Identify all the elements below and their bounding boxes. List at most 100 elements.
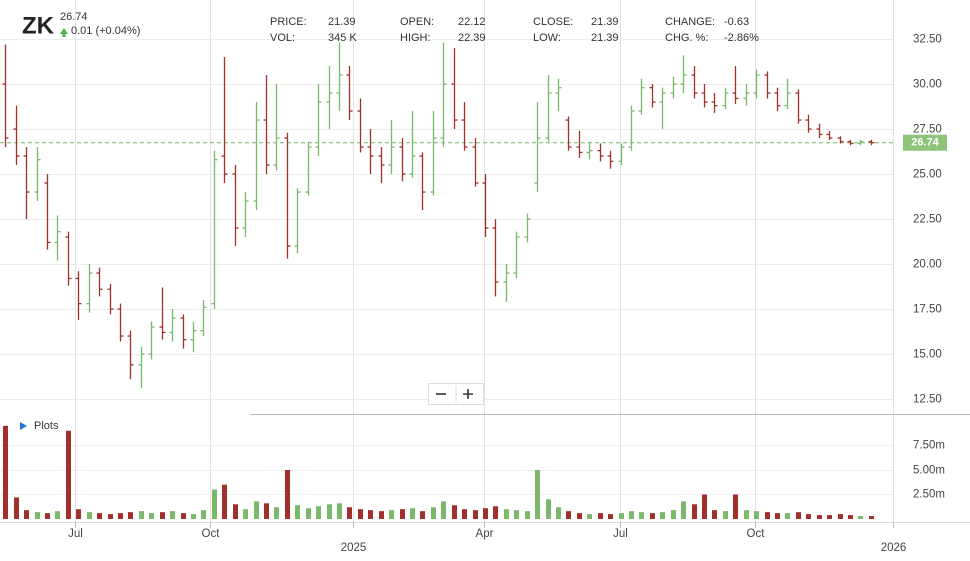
stats: PRICE: 21.39 OPEN: 22.12 CLOSE: 21.39 CHANGE: -… — [270, 16, 759, 44]
volume-bar — [76, 509, 81, 519]
zoom-in[interactable] — [463, 389, 473, 399]
volume-bar — [118, 513, 123, 519]
volume-bar — [723, 511, 728, 519]
volume-bar — [869, 516, 874, 519]
y-tick-label: 30.00 — [913, 79, 942, 91]
x-tick-label: Oct — [747, 528, 766, 540]
volume-tick-label: 2.50m — [913, 489, 945, 501]
volume-bar — [817, 515, 822, 519]
volume-bar — [316, 506, 321, 519]
volume-bar — [838, 514, 843, 519]
y-tick-label: 25.00 — [913, 169, 942, 181]
volume-bar — [754, 511, 759, 519]
volume-bar — [827, 515, 832, 519]
volume-bar — [212, 489, 217, 519]
stat-label: CLOSE: — [533, 16, 573, 28]
volume-bar — [233, 504, 238, 519]
header-change: 0.01 (+0.04%) — [71, 25, 140, 37]
volume-bar — [337, 503, 342, 519]
zoom-controls — [428, 383, 484, 405]
y-tick-label: 15.00 — [913, 349, 942, 361]
volume-bar — [619, 513, 624, 519]
volume-bar — [128, 512, 133, 519]
volume-bar — [577, 513, 582, 519]
volume-bar — [87, 512, 92, 519]
stat-label: CHANGE: — [665, 16, 715, 28]
volume-bar — [243, 509, 248, 519]
volume-bar — [796, 512, 801, 519]
volume-bar — [452, 505, 457, 519]
stat-label: CHG. %: — [665, 32, 708, 44]
stat-label: OPEN: — [400, 16, 434, 28]
stat-value: 21.39 — [591, 16, 619, 28]
volume-bar — [55, 511, 60, 519]
volume-bar — [160, 512, 165, 519]
volume-bar — [431, 507, 436, 519]
up-arrow — [60, 28, 68, 37]
volume-bar — [441, 501, 446, 519]
volume-bar — [389, 510, 394, 519]
volume-bar — [327, 504, 332, 519]
volume-bar — [139, 511, 144, 519]
stat-value: 21.39 — [591, 32, 619, 44]
volume-bar — [35, 512, 40, 519]
x-tick-label: Oct — [202, 528, 221, 540]
volume-bar — [410, 508, 415, 519]
volume-bar — [379, 511, 384, 519]
volume-bar — [692, 504, 697, 519]
header-price: 26.74 — [60, 11, 88, 23]
y-tick-label: 20.00 — [913, 259, 942, 271]
volume-bar — [254, 501, 259, 519]
volume-bar — [264, 503, 269, 519]
volume-bar — [400, 509, 405, 519]
volume-bar — [744, 510, 749, 519]
volume-bar — [295, 505, 300, 519]
volume-bar — [546, 499, 551, 519]
volume-bar — [368, 510, 373, 519]
volume-bar — [3, 425, 8, 519]
volume-bar — [765, 512, 770, 519]
volume-bar — [149, 513, 154, 519]
volume-bar — [306, 508, 311, 519]
volume-bar — [285, 469, 290, 519]
volume-bar — [671, 510, 676, 519]
y-tick-label: 22.50 — [913, 214, 942, 226]
volume-bar — [462, 509, 467, 519]
plots-toggle[interactable] — [20, 422, 27, 430]
volume-bar — [45, 513, 50, 519]
x-tick-label: 2026 — [881, 542, 907, 554]
volume-bar — [347, 507, 352, 519]
volume-bar — [504, 509, 509, 519]
volume-bar — [806, 514, 811, 519]
x-tick-label: Jul — [68, 528, 83, 540]
volume-bar — [785, 513, 790, 519]
volume-tick-label: 7.50m — [913, 440, 945, 452]
stat-value: 22.39 — [458, 32, 486, 44]
last-price-box — [903, 134, 947, 151]
stat-label: PRICE: — [270, 16, 307, 28]
stat-value: 22.12 — [458, 16, 486, 28]
volume-bar — [201, 510, 206, 519]
y-tick-label: 12.50 — [913, 394, 942, 406]
volume-bar — [556, 507, 561, 519]
y-tick-label: 32.50 — [913, 34, 942, 46]
volume-bar — [420, 511, 425, 519]
volume-bar — [858, 516, 863, 519]
volume-bar — [97, 513, 102, 519]
volume-pane-label: Plots — [34, 420, 59, 432]
volume-bar — [639, 512, 644, 519]
volume-bar — [702, 494, 707, 519]
volume-bar — [170, 511, 175, 519]
x-tick-label: Apr — [476, 528, 494, 540]
volume-bar — [66, 430, 71, 519]
volume-bar — [222, 484, 227, 519]
volume-bar — [608, 514, 613, 519]
volume-bar — [493, 506, 498, 519]
volume-bar — [733, 494, 738, 519]
volume-bar — [274, 507, 279, 519]
stat-label: VOL: — [270, 32, 295, 44]
stat-value: 21.39 — [328, 16, 356, 28]
volume-bar — [525, 511, 530, 519]
volume-bar — [191, 514, 196, 519]
